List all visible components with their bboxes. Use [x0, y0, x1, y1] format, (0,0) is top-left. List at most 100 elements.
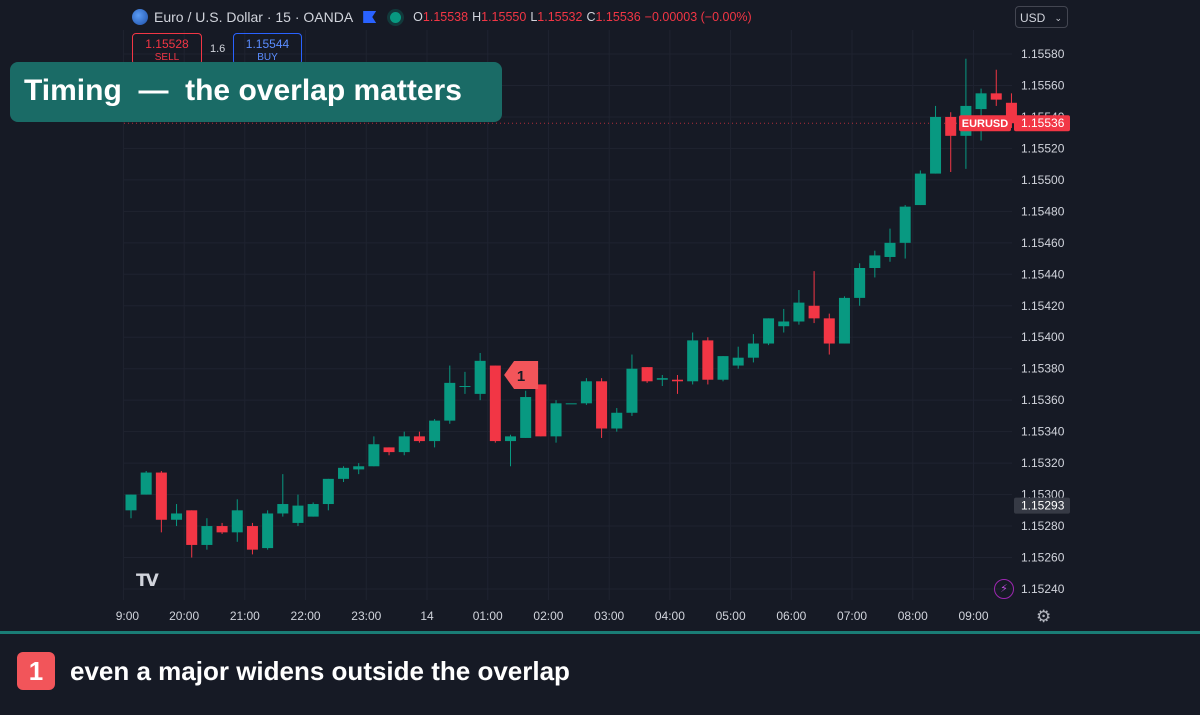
- candle-body: [914, 173, 926, 206]
- candle-body: [641, 367, 653, 382]
- x-tick-label: 05:00: [716, 609, 746, 623]
- y-tick-label: 1.15480: [1021, 204, 1065, 218]
- ohlc-value: 1.15550: [481, 10, 527, 24]
- candle-body: [353, 466, 365, 470]
- candle-body: [246, 526, 258, 550]
- candle-body: [459, 386, 471, 388]
- x-tick-label: 9:00: [116, 609, 140, 623]
- candle-body: [231, 510, 243, 533]
- candle-body: [838, 297, 850, 344]
- y-tick-label: 1.15340: [1021, 425, 1065, 439]
- ohlc-key: O: [413, 10, 423, 24]
- candle-body: [656, 378, 668, 380]
- candle-body: [793, 302, 805, 322]
- spread-value: 1.6: [210, 43, 226, 55]
- currency-value: USD: [1020, 11, 1046, 25]
- candle-body: [535, 384, 547, 437]
- x-tick-label: 23:00: [351, 609, 381, 623]
- candle-body: [155, 472, 167, 520]
- candle-body: [626, 368, 638, 413]
- crosshair-price-box: [1014, 497, 1070, 514]
- footer-caption: even a major widens outside the overlap: [70, 656, 570, 686]
- y-tick-label: 1.15400: [1021, 330, 1065, 344]
- candle-body: [1005, 102, 1017, 124]
- candle-body: [671, 379, 683, 382]
- candle-body: [413, 436, 425, 442]
- last-price-box: [1014, 115, 1070, 132]
- sell-price: 1.15528: [145, 37, 189, 51]
- candle-body: [368, 444, 380, 467]
- candle-body: [763, 318, 775, 344]
- marker-flag-shape: [504, 361, 539, 389]
- candle-body: [140, 472, 152, 495]
- footer-badge: 1: [17, 652, 55, 690]
- candle-body: [489, 365, 501, 442]
- banner-title: Timing — the overlap matters: [10, 62, 502, 122]
- y-tick-label: 1.15420: [1021, 299, 1065, 313]
- y-tick-label: 1.15580: [1021, 47, 1065, 61]
- x-tick-label: 07:00: [837, 609, 867, 623]
- ohlc-value: 1.15538: [422, 10, 469, 24]
- status-dot-icon: [390, 11, 402, 23]
- candle-body: [611, 412, 623, 429]
- candle-body: [429, 420, 441, 442]
- candle-body: [262, 513, 274, 549]
- candle-body: [474, 360, 486, 394]
- y-tick-label: 1.15500: [1021, 173, 1065, 187]
- y-tick-label: 1.15280: [1021, 519, 1065, 533]
- candle-body: [990, 93, 1002, 100]
- x-tick-label: 20:00: [169, 609, 199, 623]
- x-tick-label: 21:00: [230, 609, 260, 623]
- ohlc-key: L: [530, 10, 538, 24]
- buy-label: BUY: [257, 52, 278, 63]
- buy-button[interactable]: 1.15544 BUY: [233, 33, 302, 65]
- ohlc-value: 1.15536: [595, 10, 641, 24]
- divider: [0, 631, 1200, 634]
- crosshair-price-label: 1.15293: [1021, 499, 1065, 513]
- chevron-down-icon: ⌄: [1054, 13, 1062, 23]
- tradingview-logo-icon[interactable]: TV: [136, 571, 159, 591]
- settings-gear-icon[interactable]: ⚙: [1036, 607, 1052, 626]
- ohlc-key: H: [472, 10, 482, 24]
- candle-body: [884, 242, 896, 257]
- symbol-title[interactable]: Euro / U.S. Dollar · 15 · OANDA: [154, 9, 354, 25]
- candle-body: [823, 318, 835, 344]
- candle-body: [277, 504, 289, 514]
- sell-button[interactable]: 1.15528 SELL: [132, 33, 202, 65]
- candle-body: [596, 381, 608, 429]
- x-tick-label: 04:00: [655, 609, 685, 623]
- candlestick-chart[interactable]: 11.155801.155601.155401.155201.155001.15…: [0, 0, 1200, 632]
- ohlc-value: 1.15532: [537, 10, 583, 24]
- candle-body: [808, 305, 820, 319]
- candle-body: [702, 340, 714, 380]
- candle-body: [383, 447, 395, 453]
- candle-body: [125, 494, 137, 511]
- currency-select[interactable]: USD ⌄: [1015, 6, 1068, 28]
- x-tick-label: 02:00: [533, 609, 563, 623]
- flag-icon[interactable]: [363, 11, 377, 23]
- x-tick-label: 22:00: [291, 609, 321, 623]
- candle-body: [930, 116, 942, 174]
- candle-body: [778, 321, 790, 327]
- ohlc-values: O1.15538 H1.15550 L1.15532 C1.15536 −0.00003…: [413, 10, 756, 24]
- globe-icon: [132, 9, 148, 25]
- sell-label: SELL: [154, 52, 180, 63]
- ohlc-value: −0.00003 (−0.00%): [644, 10, 752, 24]
- candle-body: [899, 206, 911, 243]
- y-tick-label: 1.15560: [1021, 78, 1065, 92]
- x-tick-label: 06:00: [776, 609, 806, 623]
- chart-area[interactable]: 11.155801.155601.155401.155201.155001.15…: [0, 0, 1200, 632]
- footer-caption-bar: 1 even a major widens outside the overla…: [0, 634, 1200, 715]
- lightning-icon[interactable]: ⚡: [994, 579, 1014, 599]
- candle-body: [338, 467, 350, 479]
- y-tick-label: 1.15380: [1021, 362, 1065, 376]
- candle-body: [201, 526, 213, 545]
- candle-body: [186, 510, 198, 545]
- candle-body: [444, 382, 456, 421]
- candle-body: [520, 397, 532, 438]
- last-price-label: 1.15536: [1021, 116, 1065, 130]
- candle-body: [216, 526, 228, 533]
- x-tick-label: 01:00: [473, 609, 503, 623]
- candle-body: [747, 343, 759, 358]
- candle-body: [945, 116, 957, 136]
